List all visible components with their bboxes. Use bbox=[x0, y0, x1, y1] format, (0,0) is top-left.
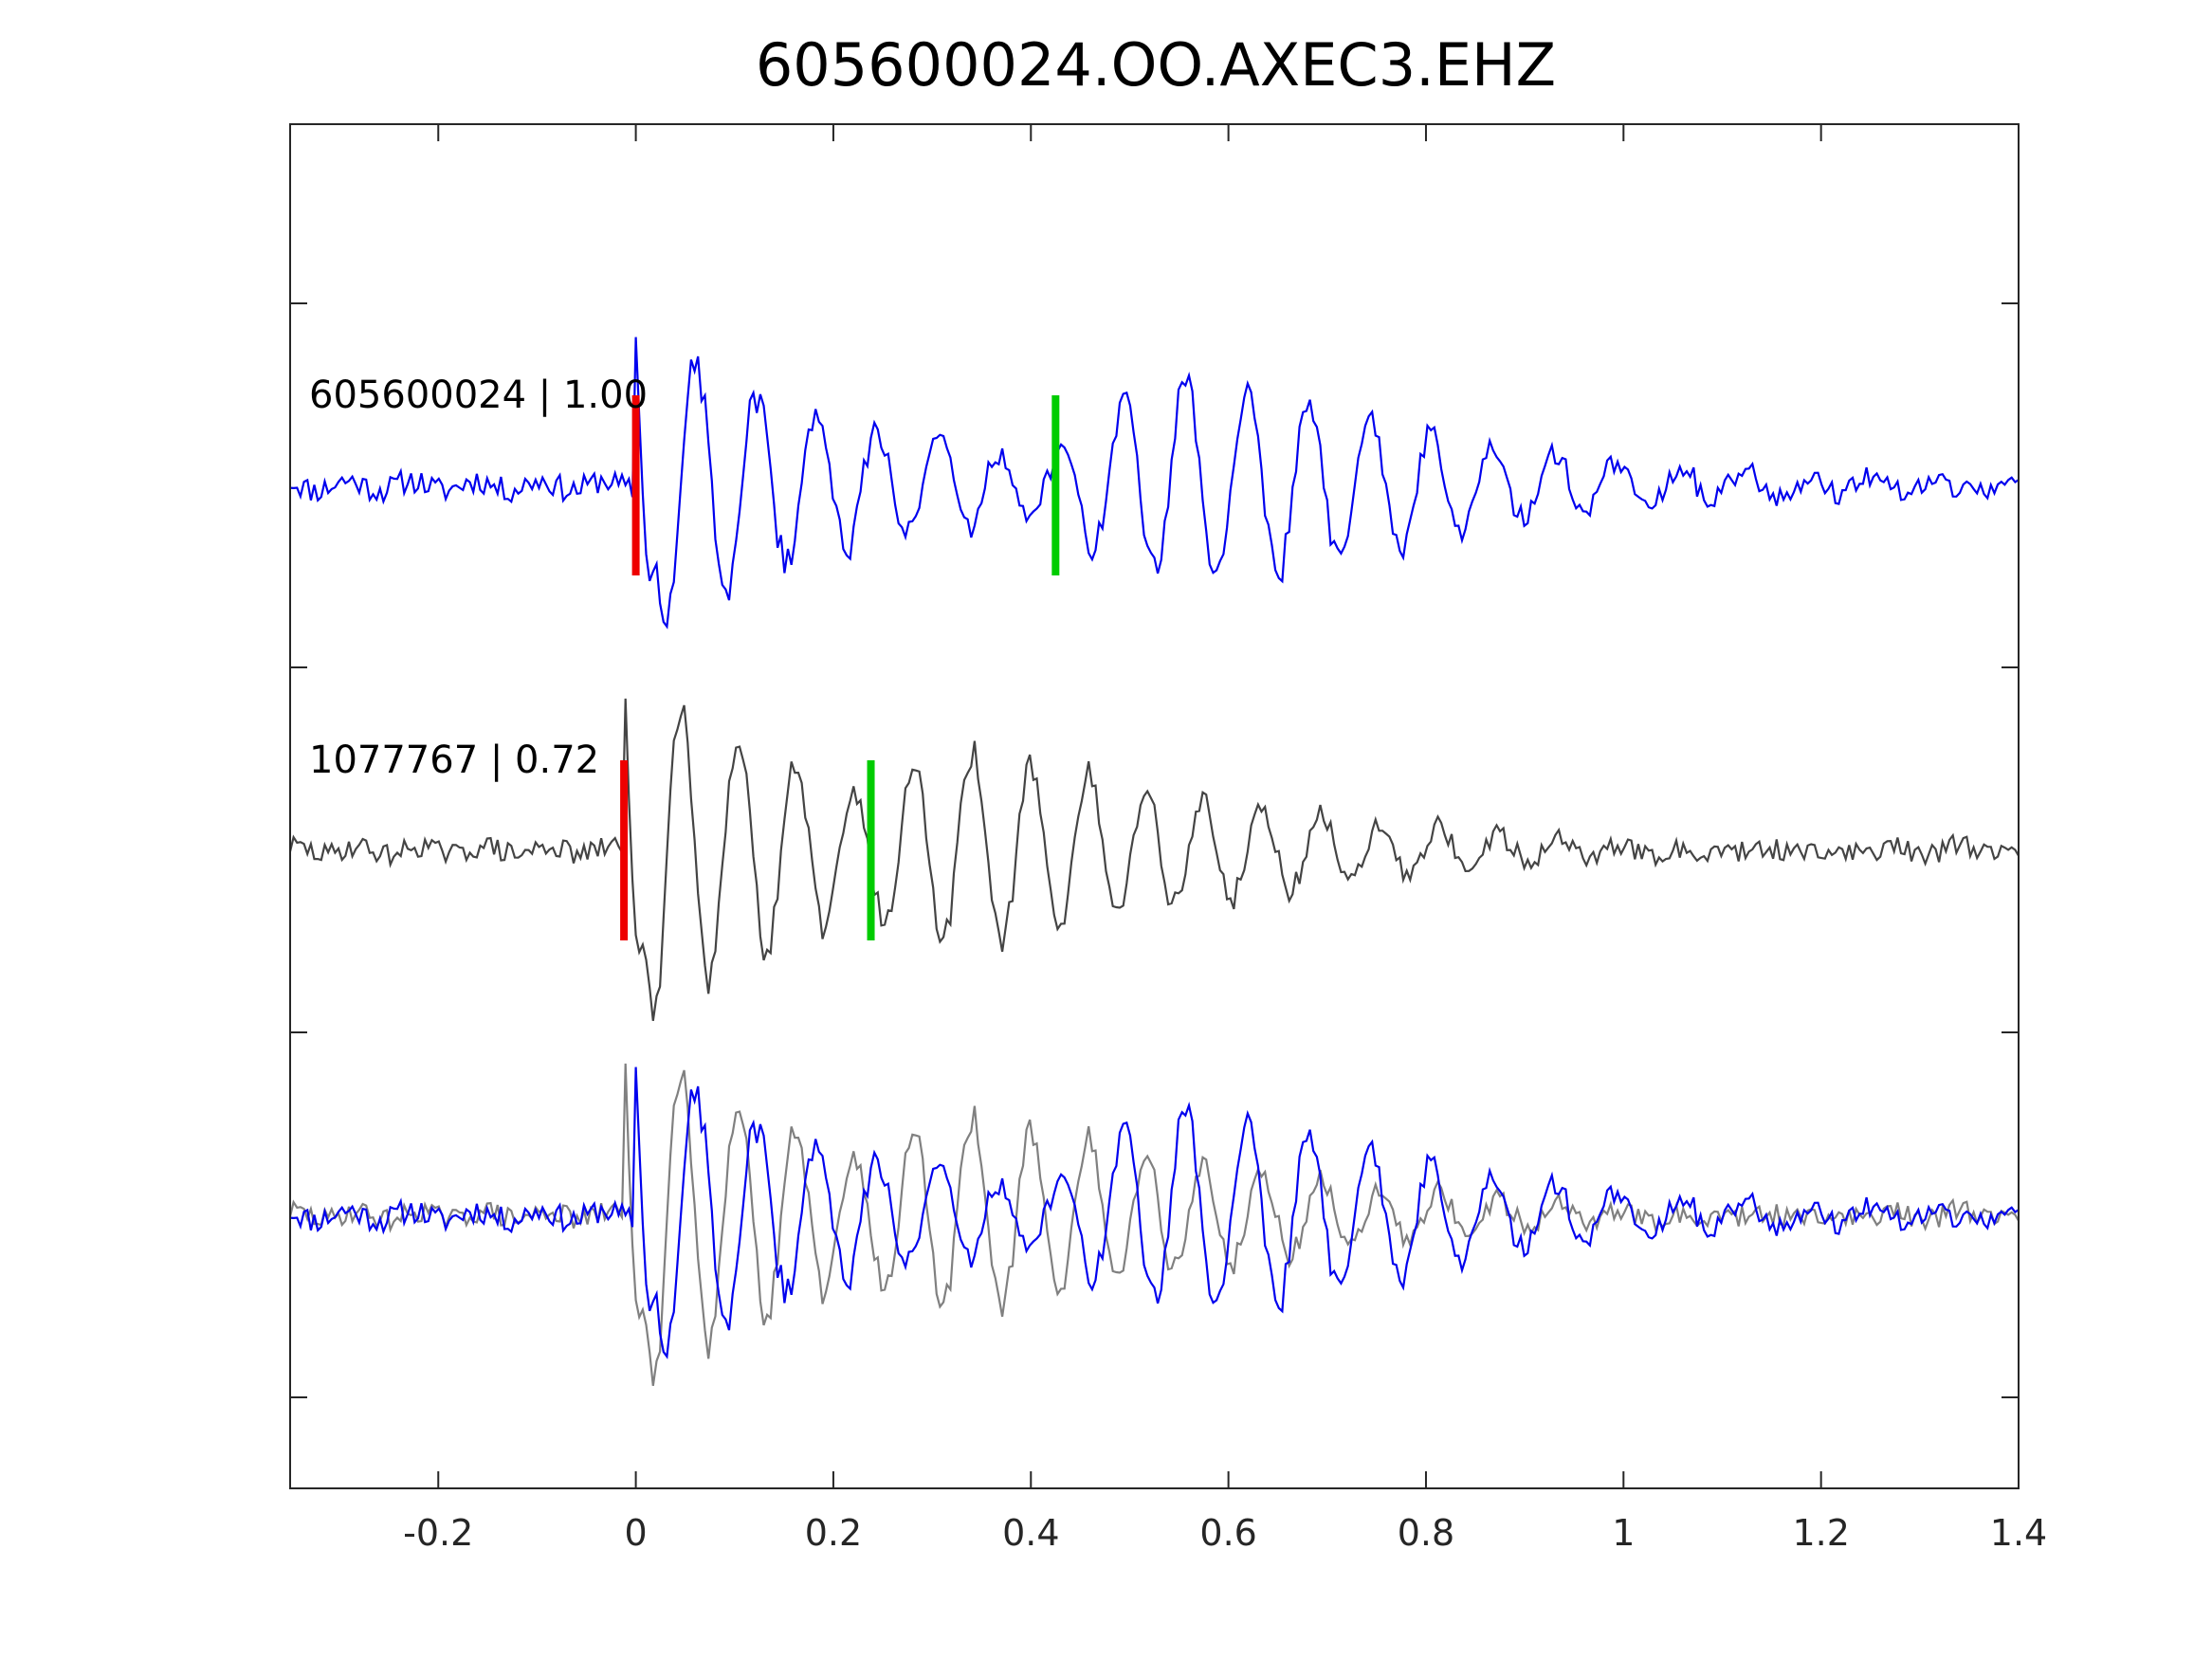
series-line-neighbor bbox=[288, 698, 2020, 1021]
x-tick-label-6: 1 bbox=[1612, 1512, 1635, 1554]
trace-labels-layer: 605600024 | 1.00 1077767 | 0.72 bbox=[309, 374, 648, 782]
x-tick-label-1: 0 bbox=[625, 1512, 648, 1554]
x-tick-label-3: 0.4 bbox=[1002, 1512, 1059, 1554]
chart-title: 605600024.OO.AXEC3.EHZ bbox=[756, 30, 1556, 100]
trace-label-605600024: 605600024 | 1.00 bbox=[309, 374, 648, 417]
x-axis-tick-labels: -0.2 0 0.2 0.4 0.6 0.8 1 1.2 1.4 bbox=[403, 1512, 2047, 1554]
series-line-overlay-master bbox=[289, 1066, 2020, 1359]
x-tick-label-0: -0.2 bbox=[403, 1512, 473, 1554]
axis-ticks-layer bbox=[290, 124, 2020, 1488]
x-tick-label-4: 0.6 bbox=[1199, 1512, 1256, 1554]
x-tick-label-7: 1.2 bbox=[1792, 1512, 1849, 1554]
x-tick-label-2: 0.2 bbox=[805, 1512, 862, 1554]
plot-area-frame bbox=[289, 123, 2020, 1489]
traces-layer bbox=[288, 337, 2020, 1386]
series-line-master bbox=[289, 337, 2020, 629]
trace-label-1077767: 1077767 | 0.72 bbox=[309, 738, 599, 782]
picks-layer bbox=[620, 395, 1060, 940]
x-tick-label-8: 1.4 bbox=[1990, 1512, 2047, 1554]
x-tick-label-5: 0.8 bbox=[1398, 1512, 1454, 1554]
series-line-overlay-neighbor bbox=[288, 1063, 2020, 1386]
